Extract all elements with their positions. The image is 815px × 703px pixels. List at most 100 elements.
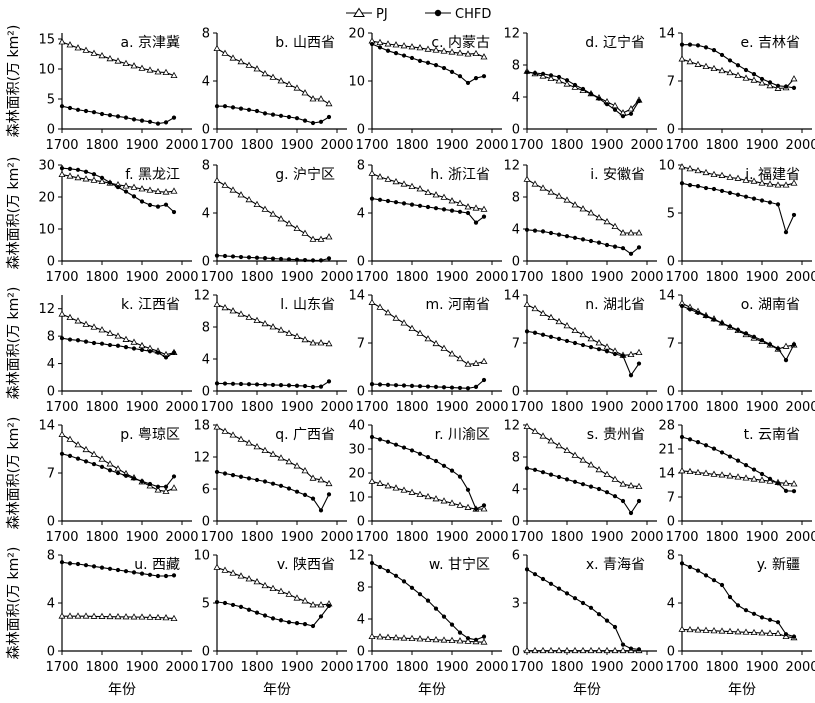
point-chfd — [767, 476, 773, 481]
x-tick-label: 1800 — [550, 530, 583, 545]
point-pj — [170, 71, 178, 78]
point-chfd — [743, 608, 749, 613]
point-pj — [309, 339, 317, 346]
point-pj — [74, 317, 82, 324]
x-tick-label: 1900 — [745, 270, 778, 285]
point-pj — [555, 317, 563, 325]
point-pj — [269, 450, 277, 457]
y-tick-label: 8 — [512, 191, 520, 206]
legend-label-pj: PJ — [376, 7, 388, 22]
y-tick-label: 0 — [47, 515, 55, 530]
point-chfd — [131, 117, 137, 122]
point-pj — [710, 170, 718, 178]
point-chfd — [385, 439, 391, 444]
point-chfd — [556, 232, 562, 237]
point-chfd — [238, 106, 244, 111]
point-chfd — [524, 466, 530, 471]
x-tick-label: 2000 — [320, 400, 353, 415]
point-pj — [66, 435, 74, 442]
point-chfd — [278, 618, 284, 623]
point-pj — [58, 38, 66, 45]
point-pj — [766, 629, 774, 636]
point-chfd — [711, 578, 717, 583]
point-chfd — [270, 112, 276, 117]
point-chfd — [270, 616, 276, 621]
point-chfd — [604, 349, 610, 354]
x-tick-label: 1700 — [510, 270, 543, 285]
circle-marker-icon — [434, 9, 442, 17]
panel-20: 0 7 14 21 28 1700 1800 1900 2000 t. 云南省 — [658, 419, 815, 546]
point-chfd — [532, 572, 538, 577]
point-pj — [627, 350, 635, 358]
x-tick-label: 1700 — [45, 138, 78, 153]
point-chfd — [425, 384, 431, 389]
point-chfd — [695, 184, 701, 189]
legend: PJ CHFD — [346, 7, 491, 22]
point-pj — [766, 81, 774, 89]
point-chfd — [735, 63, 741, 68]
point-chfd — [75, 167, 81, 172]
point-pj — [384, 482, 392, 489]
point-pj — [619, 646, 627, 654]
x-tick-label: 1800 — [550, 138, 583, 153]
x-tick-label: 1700 — [200, 138, 233, 153]
panel-title: e. 吉林省 — [740, 35, 800, 51]
point-pj — [122, 182, 130, 189]
point-pj — [237, 435, 245, 442]
point-pj — [58, 170, 66, 178]
point-pj — [774, 84, 782, 91]
point-pj — [440, 497, 448, 504]
point-chfd — [727, 324, 733, 329]
point-chfd — [580, 600, 586, 606]
x-tick-label: 1900 — [125, 138, 158, 153]
point-chfd — [695, 568, 701, 573]
point-pj — [285, 457, 293, 465]
x-tick-label: 2000 — [475, 270, 508, 285]
point-chfd — [703, 185, 709, 191]
point-pj — [301, 597, 309, 604]
y-tick-label: 8 — [47, 330, 55, 345]
point-pj — [555, 77, 563, 84]
point-pj — [734, 628, 742, 635]
point-chfd — [791, 634, 797, 639]
point-pj — [464, 203, 472, 210]
x-tick-label: 1900 — [435, 530, 468, 545]
x-tick-label: 1900 — [590, 400, 623, 415]
triangle-marker-icon — [353, 7, 365, 17]
point-chfd — [687, 183, 693, 188]
point-chfd — [369, 382, 375, 387]
point-chfd — [727, 190, 733, 195]
point-chfd — [222, 381, 228, 386]
point-pj — [261, 69, 269, 77]
point-chfd — [147, 572, 153, 577]
y-tick-label: 10 — [38, 63, 55, 78]
point-pj — [66, 313, 74, 321]
y-tick-label: 12 — [503, 159, 520, 174]
point-chfd — [679, 181, 685, 186]
point-pj — [213, 176, 221, 184]
point-pj — [686, 165, 694, 172]
y-tick-label: 0 — [512, 645, 520, 660]
panel-10: 0 5 10 1700 1800 1900 2000 j. 福建省 — [658, 159, 815, 286]
x-axis-label: 年份 — [728, 682, 756, 698]
y-tick-label: 12 — [38, 302, 55, 317]
point-pj — [448, 636, 456, 643]
y-tick-label: 14 — [658, 27, 675, 42]
point-pj — [686, 625, 694, 633]
point-chfd — [115, 184, 121, 190]
point-chfd — [473, 384, 479, 389]
point-chfd — [767, 342, 773, 347]
point-pj — [269, 323, 277, 330]
point-pj — [563, 646, 571, 654]
point-pj — [154, 613, 162, 621]
panel-title: q. 广西省 — [275, 427, 335, 443]
point-pj — [531, 646, 539, 654]
point-pj — [221, 49, 229, 56]
point-chfd — [401, 383, 407, 388]
point-pj — [285, 590, 293, 597]
point-chfd — [588, 484, 594, 489]
point-chfd — [230, 254, 236, 259]
point-chfd — [254, 108, 260, 114]
point-pj — [74, 173, 82, 181]
y-tick-label: 10 — [348, 491, 365, 506]
